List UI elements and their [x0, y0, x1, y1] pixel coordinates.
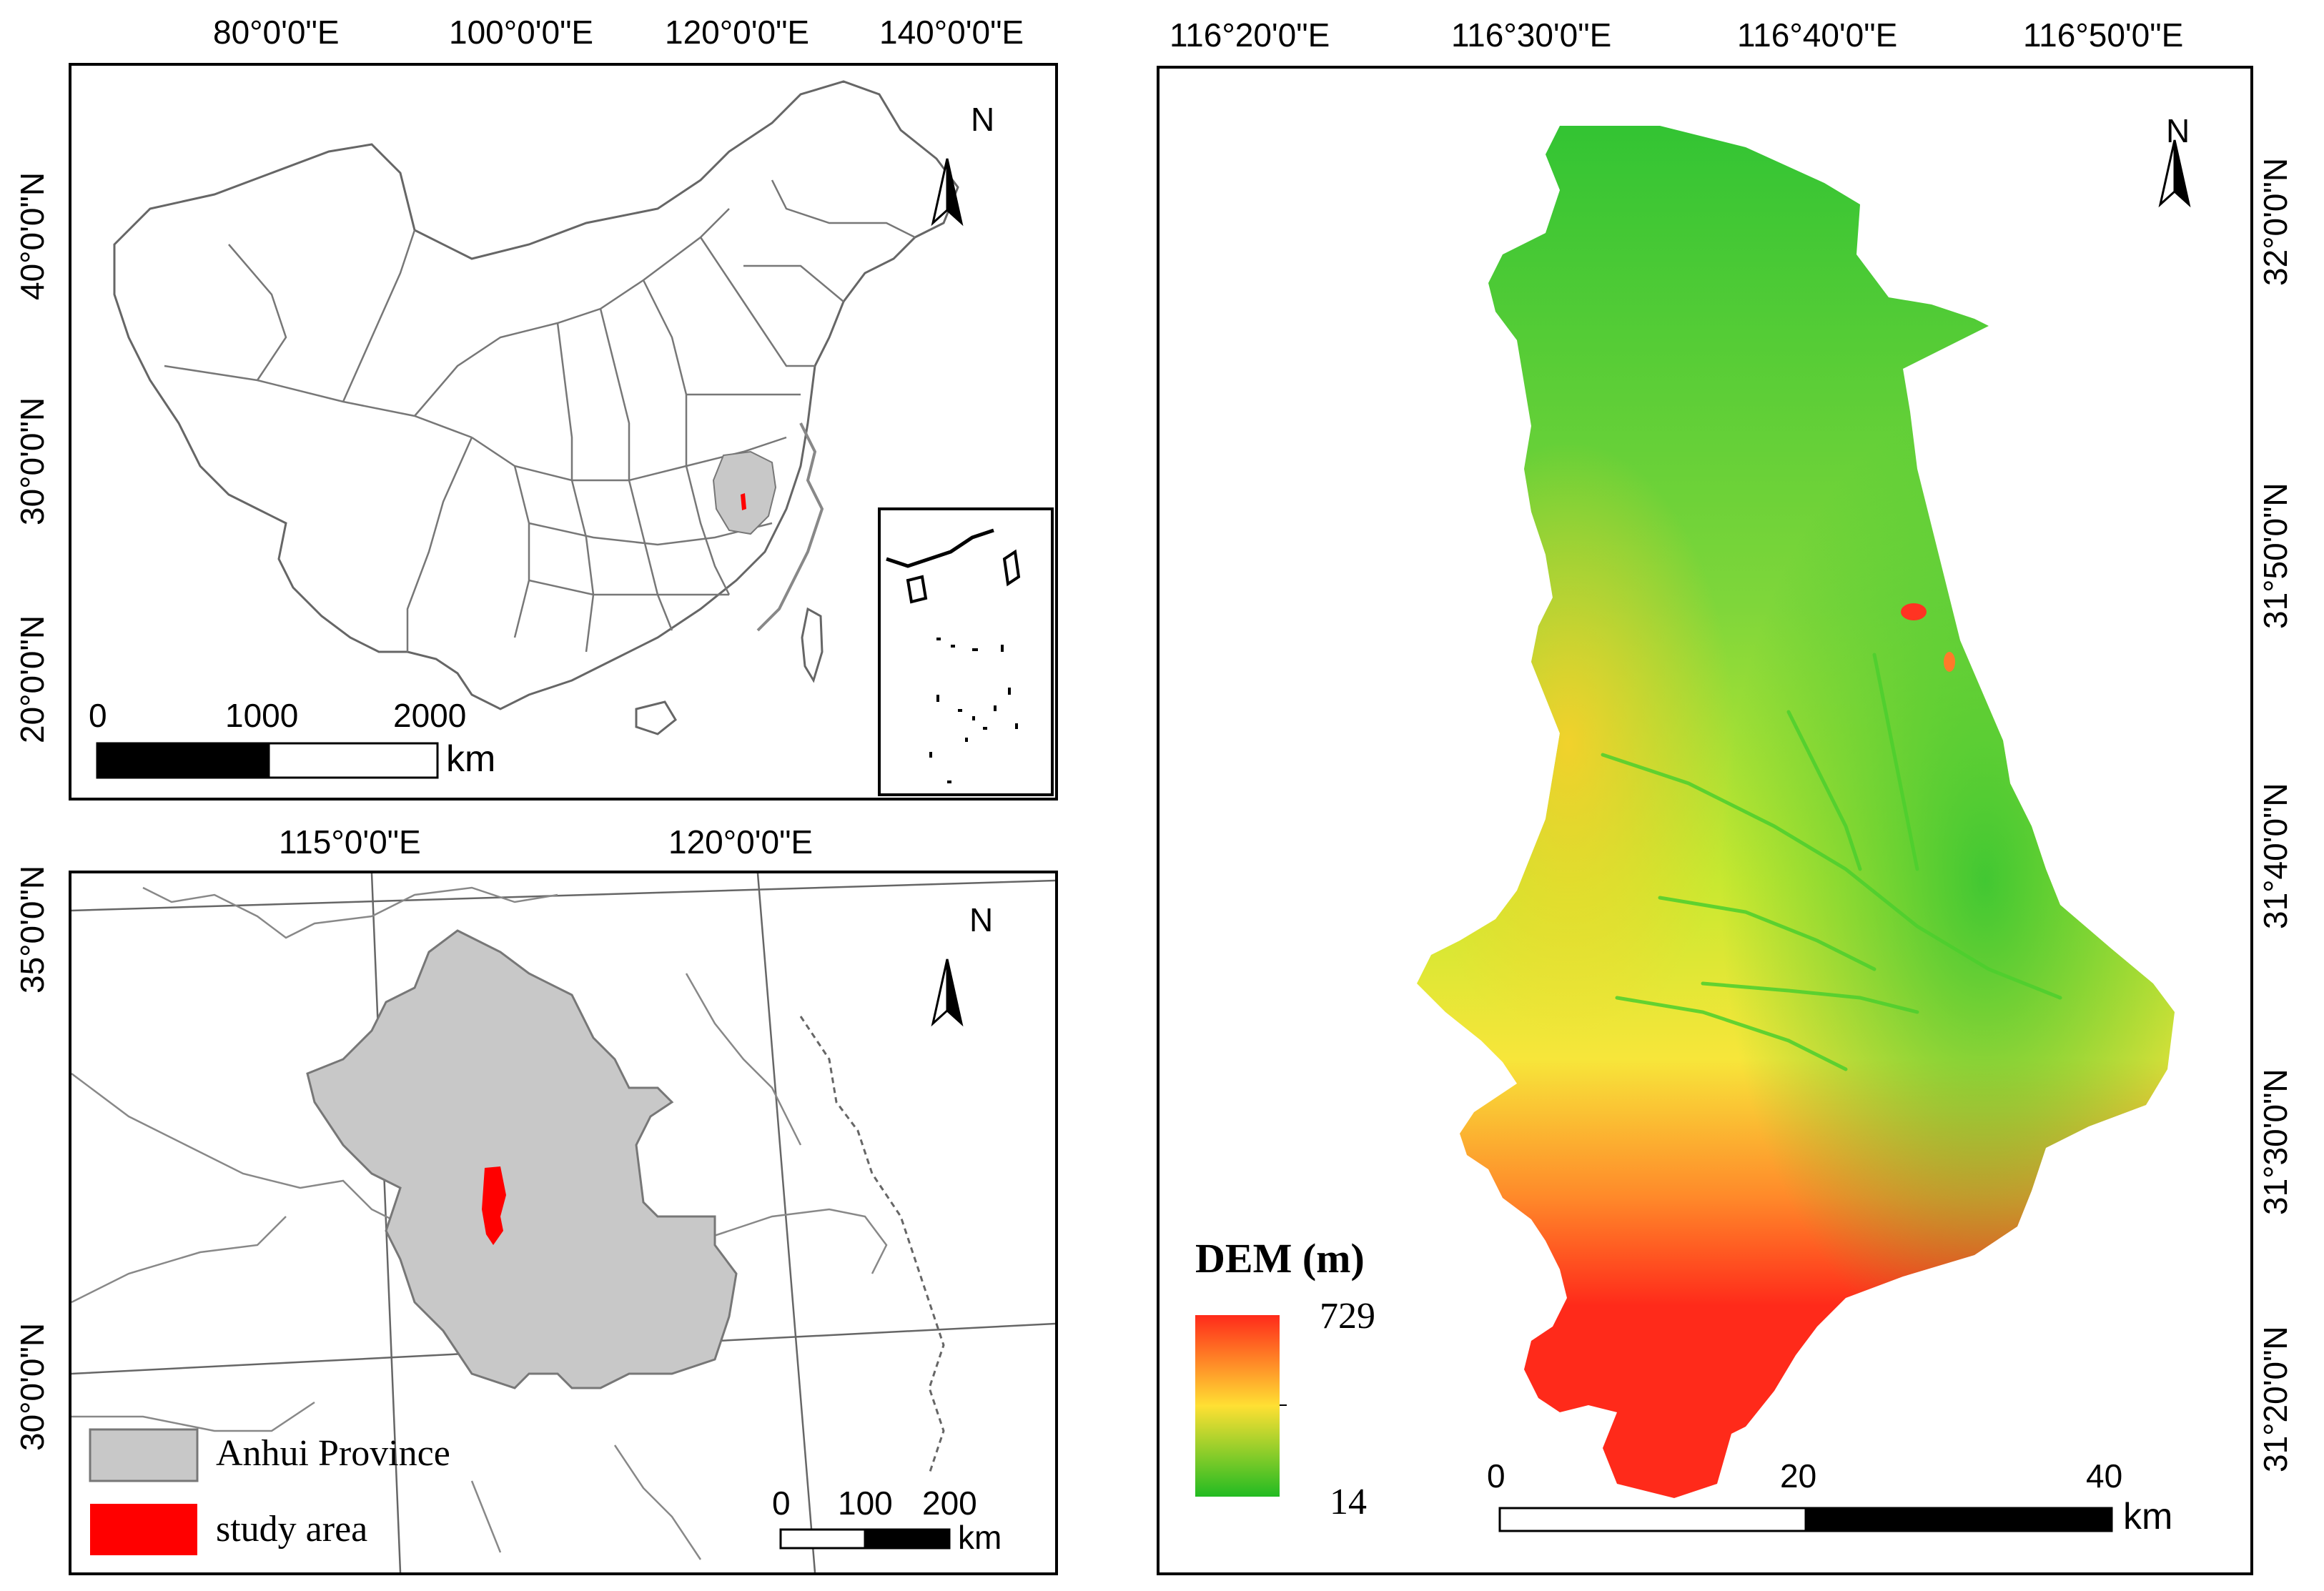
south-china-sea-inset [878, 507, 1054, 796]
lat-label-30n: 30°0'0"N [14, 1322, 51, 1451]
lon-label-100: 100°0'0"E [449, 14, 594, 51]
lat-label-31-20: 31°20'0"N [2257, 1326, 2294, 1472]
scale-unit: km [446, 738, 496, 780]
legend-label-study-area: study area [216, 1509, 368, 1550]
scale-tick-100: 100 [838, 1485, 893, 1522]
scale-tick-20: 20 [1780, 1457, 1817, 1495]
dem-map-frame: N DEM (m) 729 14 0 20 40 km [1157, 66, 2253, 1575]
scale-tick-0: 0 [89, 697, 107, 734]
scale-unit: km [958, 1519, 1002, 1556]
scale-tick-200: 200 [922, 1485, 977, 1522]
legend-swatch-study-area [90, 1504, 197, 1555]
lon-label-116-20: 116°20'0"E [1170, 16, 1330, 54]
lat-label-31-30: 31°30'0"N [2257, 1069, 2294, 1215]
lat-label-32: 32°0'0"N [2257, 157, 2294, 286]
legend-max: 729 [1320, 1296, 1375, 1337]
scale-unit: km [2123, 1496, 2173, 1537]
north-arrow-icon [931, 958, 964, 1027]
lat-label-31-40: 31°40'0"N [2257, 783, 2294, 929]
lat-label-30: 30°0'0"N [14, 397, 51, 525]
china-scale-bar [96, 742, 439, 779]
lat-label-40: 40°0'0"N [14, 172, 51, 300]
lat-label-31-50: 31°50'0"N [2257, 482, 2294, 629]
north-arrow-icon [931, 158, 964, 227]
dem-watershed-raster [1417, 126, 2175, 1498]
legend-label-anhui: Anhui Province [216, 1433, 450, 1474]
legend-min: 14 [1330, 1482, 1367, 1522]
scale-tick-40: 40 [2086, 1457, 2123, 1495]
study-area-shape [482, 1166, 506, 1245]
scale-tick-2000: 2000 [393, 697, 467, 734]
anhui-map-frame: N Anhui Province study area 0 100 200 km [69, 871, 1058, 1575]
legend-swatch-anhui [89, 1428, 199, 1482]
north-arrow-icon [2158, 139, 2191, 208]
lon-label-120: 120°0'0"E [665, 14, 810, 51]
scale-tick-0: 0 [772, 1485, 791, 1522]
lon-label-120e: 120°0'0"E [668, 823, 814, 861]
lat-label-20: 20°0'0"N [14, 615, 51, 743]
north-label: N [969, 901, 994, 938]
dem-legend-ramp [1195, 1315, 1280, 1497]
lat-label-35: 35°0'0"N [14, 865, 51, 993]
scale-tick-1000: 1000 [225, 697, 299, 734]
lon-label-80: 80°0'0"E [213, 14, 340, 51]
lon-label-115: 115°0'0"E [279, 823, 421, 861]
dem-map-graphic [1195, 126, 2191, 1532]
china-map-graphic [96, 80, 1054, 796]
dem-scale-bar [1498, 1507, 2113, 1532]
lon-label-116-50: 116°50'0"E [2023, 16, 2184, 54]
lon-label-116-30: 116°30'0"E [1451, 16, 1612, 54]
anhui-scale-bar [779, 1528, 951, 1550]
legend-title: DEM (m) [1195, 1235, 1365, 1282]
lon-label-116-40: 116°40'0"E [1737, 16, 1898, 54]
scale-tick-0: 0 [1487, 1457, 1505, 1495]
anhui-province-shape [306, 929, 738, 1389]
north-label: N [971, 101, 995, 138]
china-map-frame: N 0 1000 2000 km [69, 63, 1058, 801]
lon-label-140: 140°0'0"E [879, 14, 1024, 51]
north-label: N [2166, 112, 2190, 149]
anhui-map-graphic [71, 873, 1055, 1572]
